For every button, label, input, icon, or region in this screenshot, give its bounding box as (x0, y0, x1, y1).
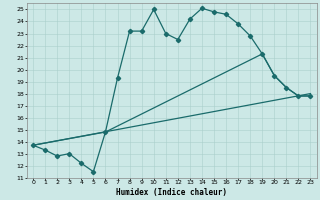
X-axis label: Humidex (Indice chaleur): Humidex (Indice chaleur) (116, 188, 227, 197)
